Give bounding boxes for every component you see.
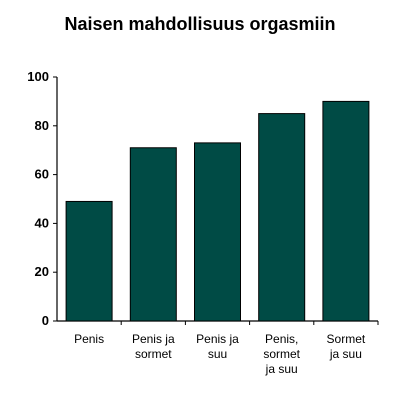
y-tick-label: 0 bbox=[42, 313, 49, 328]
y-tick-labels: 0 20 40 60 80 100 bbox=[27, 69, 49, 328]
x-tick-label-line: ja suu bbox=[329, 347, 362, 361]
bar bbox=[129, 147, 177, 322]
chart-title: Naisen mahdollisuus orgasmiin bbox=[64, 14, 336, 34]
y-tick-label: 60 bbox=[35, 167, 49, 182]
x-tick-label: Penis bbox=[74, 332, 104, 346]
x-tick-label-line: suu bbox=[208, 347, 227, 361]
bar bbox=[65, 200, 113, 322]
x-tick-label-line: Penis, bbox=[265, 332, 298, 346]
x-tick-label-line: ja suu bbox=[265, 362, 298, 376]
bar bbox=[194, 142, 241, 322]
y-tick-label: 100 bbox=[27, 69, 49, 84]
x-tick-label-line: Penis ja bbox=[196, 332, 239, 346]
x-tick-label-line: sormet bbox=[135, 347, 172, 361]
bar bbox=[322, 100, 370, 322]
bars bbox=[65, 100, 370, 322]
x-tick-label-line: Penis bbox=[74, 332, 104, 346]
y-tick-label: 40 bbox=[35, 215, 49, 230]
y-tick-label: 80 bbox=[35, 118, 49, 133]
bar bbox=[258, 113, 306, 322]
x-tick-label-line: Sormet bbox=[327, 332, 366, 346]
x-tick-label: Penis ja sormet bbox=[132, 332, 175, 361]
x-tick-label: Sormet ja suu bbox=[327, 332, 366, 361]
x-tick-label-line: Penis ja bbox=[132, 332, 175, 346]
x-tick-label: Penis ja suu bbox=[196, 332, 239, 361]
x-tick-label-line: sormet bbox=[263, 347, 300, 361]
x-tick-label: Penis, sormet ja suu bbox=[263, 332, 300, 376]
y-tick-label: 20 bbox=[35, 264, 49, 279]
